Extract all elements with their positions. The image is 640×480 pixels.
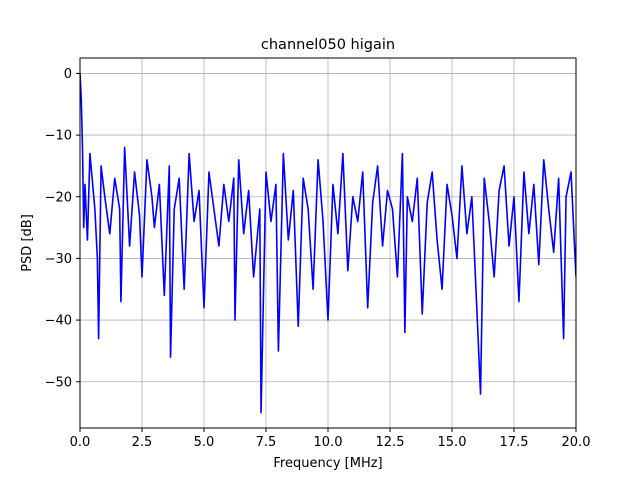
x-axis-label: Frequency [MHz] — [273, 456, 382, 471]
y-ticks: 0 −10 −20 −30 −40 −50 — [45, 67, 80, 390]
x-tick-label: 5.0 — [194, 435, 215, 450]
x-tick-label: 10.0 — [314, 435, 343, 450]
y-axis-label: PSD [dB] — [20, 214, 35, 272]
y-tick-label: −20 — [45, 190, 72, 205]
chart-title: channel050 higain — [261, 37, 395, 53]
x-tick-label: 20.0 — [562, 435, 591, 450]
y-tick-label: −40 — [45, 314, 72, 329]
y-tick-label: −50 — [45, 375, 72, 390]
y-tick-label: −10 — [45, 129, 72, 144]
y-tick-label: 0 — [64, 67, 72, 82]
x-tick-label: 0.0 — [70, 435, 91, 450]
x-ticks: 0.0 2.5 5.0 7.5 10.0 12.5 15.0 17.5 20.0 — [70, 428, 591, 450]
x-tick-label: 2.5 — [132, 435, 153, 450]
data-series-layer — [80, 73, 576, 414]
psd-series-line — [80, 73, 576, 414]
x-tick-label: 12.5 — [376, 435, 405, 450]
y-tick-label: −30 — [45, 252, 72, 267]
x-tick-label: 7.5 — [256, 435, 277, 450]
x-tick-label: 17.5 — [500, 435, 529, 450]
x-tick-label: 15.0 — [438, 435, 467, 450]
